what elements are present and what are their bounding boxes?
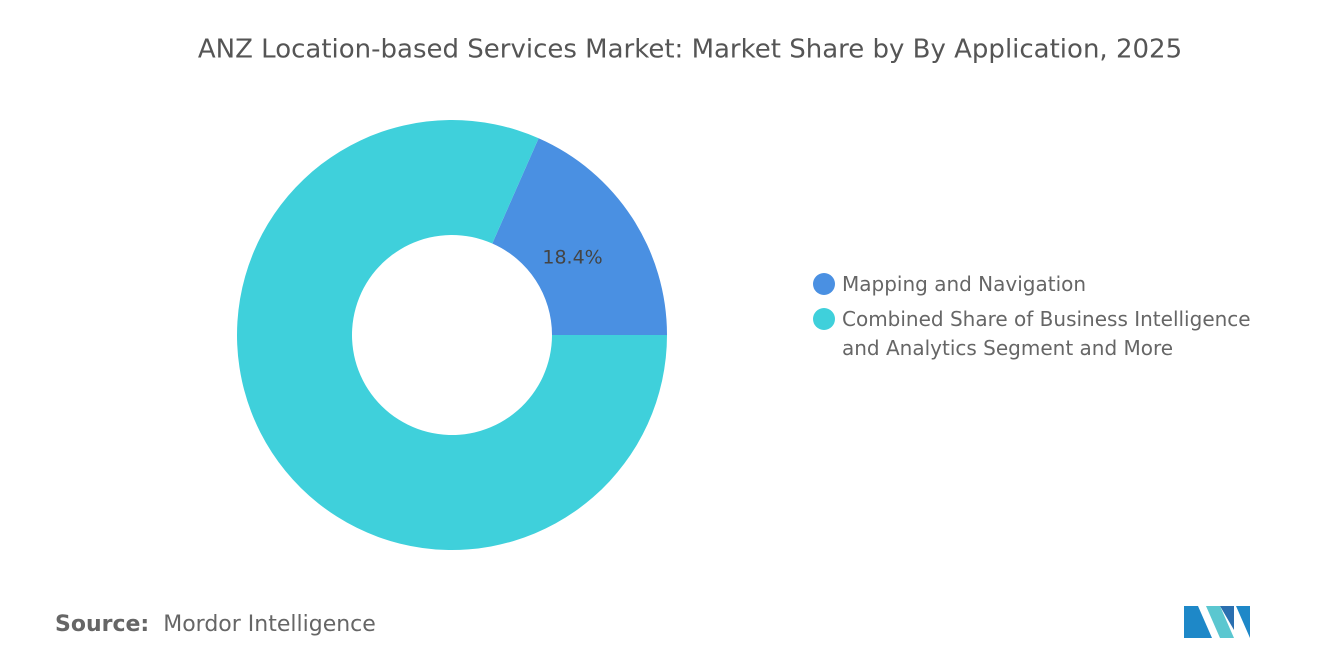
donut-slice <box>237 120 667 551</box>
donut: 18.4% <box>237 120 667 551</box>
data-label: 18.4% <box>542 247 602 269</box>
legend: Mapping and Navigation Combined Share of … <box>813 270 1263 369</box>
legend-marker <box>813 273 835 295</box>
source-text: Mordor Intelligence <box>163 612 376 637</box>
legend-item: Mapping and Navigation <box>813 270 1263 299</box>
donut-slice <box>492 138 667 335</box>
legend-label: Mapping and Navigation <box>842 272 1087 296</box>
source-label: Source: <box>55 612 150 637</box>
legend-marker <box>813 308 835 330</box>
legend-item: Combined Share of Business Intelligence … <box>813 305 1263 363</box>
source: Source: Mordor Intelligence <box>55 612 376 637</box>
legend-label: Combined Share of Business Intelligence … <box>842 307 1251 360</box>
chart-title: ANZ Location-based Services Market: Mark… <box>198 35 1182 65</box>
logo <box>1184 606 1250 638</box>
